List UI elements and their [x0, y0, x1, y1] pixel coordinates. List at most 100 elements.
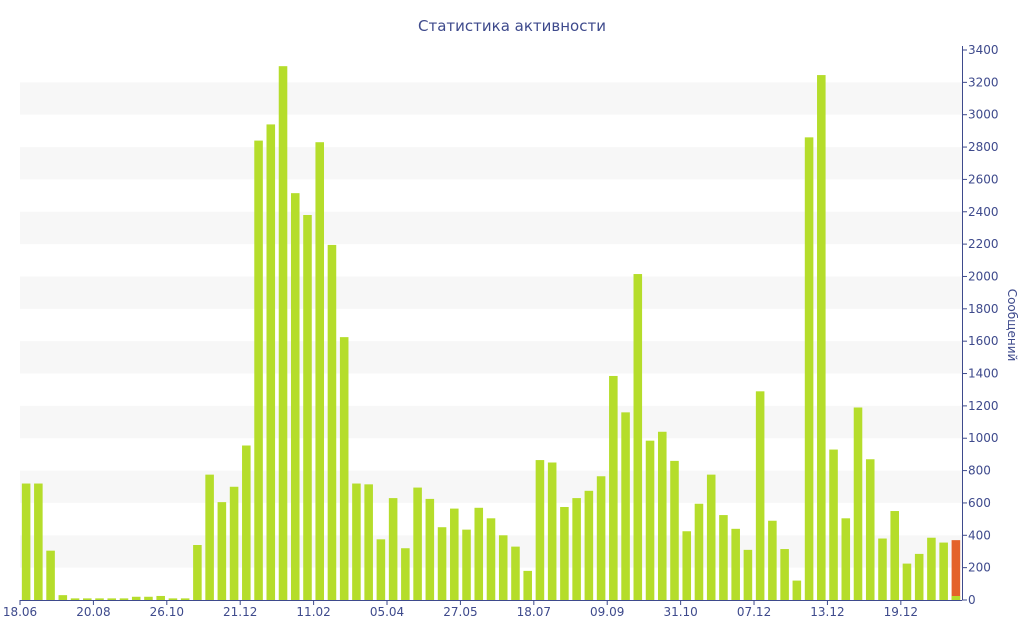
bar	[719, 515, 728, 600]
bar	[621, 412, 630, 600]
bar	[743, 549, 753, 600]
bar	[364, 484, 373, 600]
bar	[596, 476, 606, 600]
bar	[95, 598, 104, 600]
bar	[388, 498, 398, 600]
bar	[46, 550, 55, 600]
bar	[70, 598, 80, 600]
y-tick-label: 2000	[968, 269, 999, 283]
bar	[535, 460, 545, 600]
bar	[804, 137, 814, 600]
grid-band	[20, 82, 962, 115]
bar	[584, 490, 594, 600]
y-tick-label: 2600	[968, 172, 999, 186]
bar	[180, 598, 190, 600]
y-tick-label: 3000	[968, 108, 999, 122]
bar	[290, 193, 300, 600]
y-tick-label: 800	[968, 464, 991, 478]
bar	[927, 537, 936, 600]
x-tick-label: 19.12	[884, 605, 918, 619]
bar	[462, 529, 471, 600]
bar	[474, 507, 484, 600]
bar	[401, 548, 410, 600]
y-axis-label: Сообщений	[1005, 289, 1019, 362]
y-tick-label: 3200	[968, 75, 999, 89]
x-tick-label: 11.02	[296, 605, 330, 619]
x-tick-label: 09.09	[590, 605, 624, 619]
bar	[523, 570, 532, 600]
bar	[242, 445, 251, 600]
x-tick-label: 20.08	[76, 605, 110, 619]
bar	[902, 563, 912, 600]
bar	[437, 527, 447, 600]
bar	[486, 518, 496, 600]
bar	[841, 518, 851, 600]
y-tick-label: 1200	[968, 399, 999, 413]
bar	[144, 596, 153, 600]
y-tick-label: 1400	[968, 367, 999, 381]
bar	[303, 215, 312, 600]
bar	[339, 337, 349, 600]
y-tick-label: 200	[968, 561, 991, 575]
x-tick-label: 27.05	[443, 605, 477, 619]
y-tick-label: 1000	[968, 431, 999, 445]
bars-group	[21, 66, 961, 601]
y-tick-label: 2400	[968, 205, 999, 219]
bar	[229, 486, 239, 600]
bar	[547, 462, 557, 600]
bar	[731, 528, 740, 600]
bar	[58, 595, 68, 600]
x-tick-label: 18.07	[517, 605, 551, 619]
bar-highlight-base	[951, 596, 961, 600]
bar	[633, 274, 643, 600]
bar	[498, 535, 508, 600]
y-tick-label: 1600	[968, 334, 999, 348]
bar	[131, 596, 141, 600]
bar	[315, 142, 325, 600]
y-tick-label: 3400	[968, 43, 999, 57]
bar	[829, 449, 838, 600]
bar	[278, 66, 288, 601]
bar	[266, 124, 276, 600]
chart-title: Статистика активности	[418, 17, 606, 35]
bar	[755, 391, 765, 600]
bar	[817, 75, 826, 600]
bar	[119, 598, 129, 600]
bar	[107, 598, 117, 600]
bar	[572, 498, 581, 600]
bar	[706, 474, 716, 600]
bar	[156, 595, 165, 600]
bar	[21, 483, 31, 600]
y-tick-label: 400	[968, 528, 991, 542]
y-tick-label: 2200	[968, 237, 999, 251]
x-tick-label: 21.12	[223, 605, 257, 619]
bar	[878, 538, 887, 600]
bar	[193, 545, 202, 600]
bar	[34, 483, 43, 600]
bar	[217, 502, 227, 600]
axes-group: 0 200 400 600 800 1000 1200 1400 1600 1800 2000 220…	[3, 43, 999, 619]
bar	[168, 598, 178, 600]
x-tick-label: 05.04	[370, 605, 404, 619]
bar	[450, 508, 459, 600]
bar	[865, 459, 875, 600]
bar	[254, 140, 263, 600]
y-tick-label: 0	[968, 593, 976, 607]
bar	[853, 407, 863, 600]
x-tick-label: 31.10	[663, 605, 697, 619]
bar	[670, 460, 679, 600]
bar-highlight	[951, 540, 961, 600]
bar	[914, 553, 924, 600]
bar	[792, 580, 802, 600]
bar	[425, 498, 435, 600]
bar	[83, 598, 92, 600]
bar	[682, 531, 692, 600]
bar	[560, 506, 569, 600]
bar	[768, 520, 777, 600]
bar	[890, 511, 899, 600]
bar	[694, 503, 704, 600]
bar	[939, 542, 948, 600]
bar	[205, 474, 214, 600]
bar	[413, 487, 422, 600]
